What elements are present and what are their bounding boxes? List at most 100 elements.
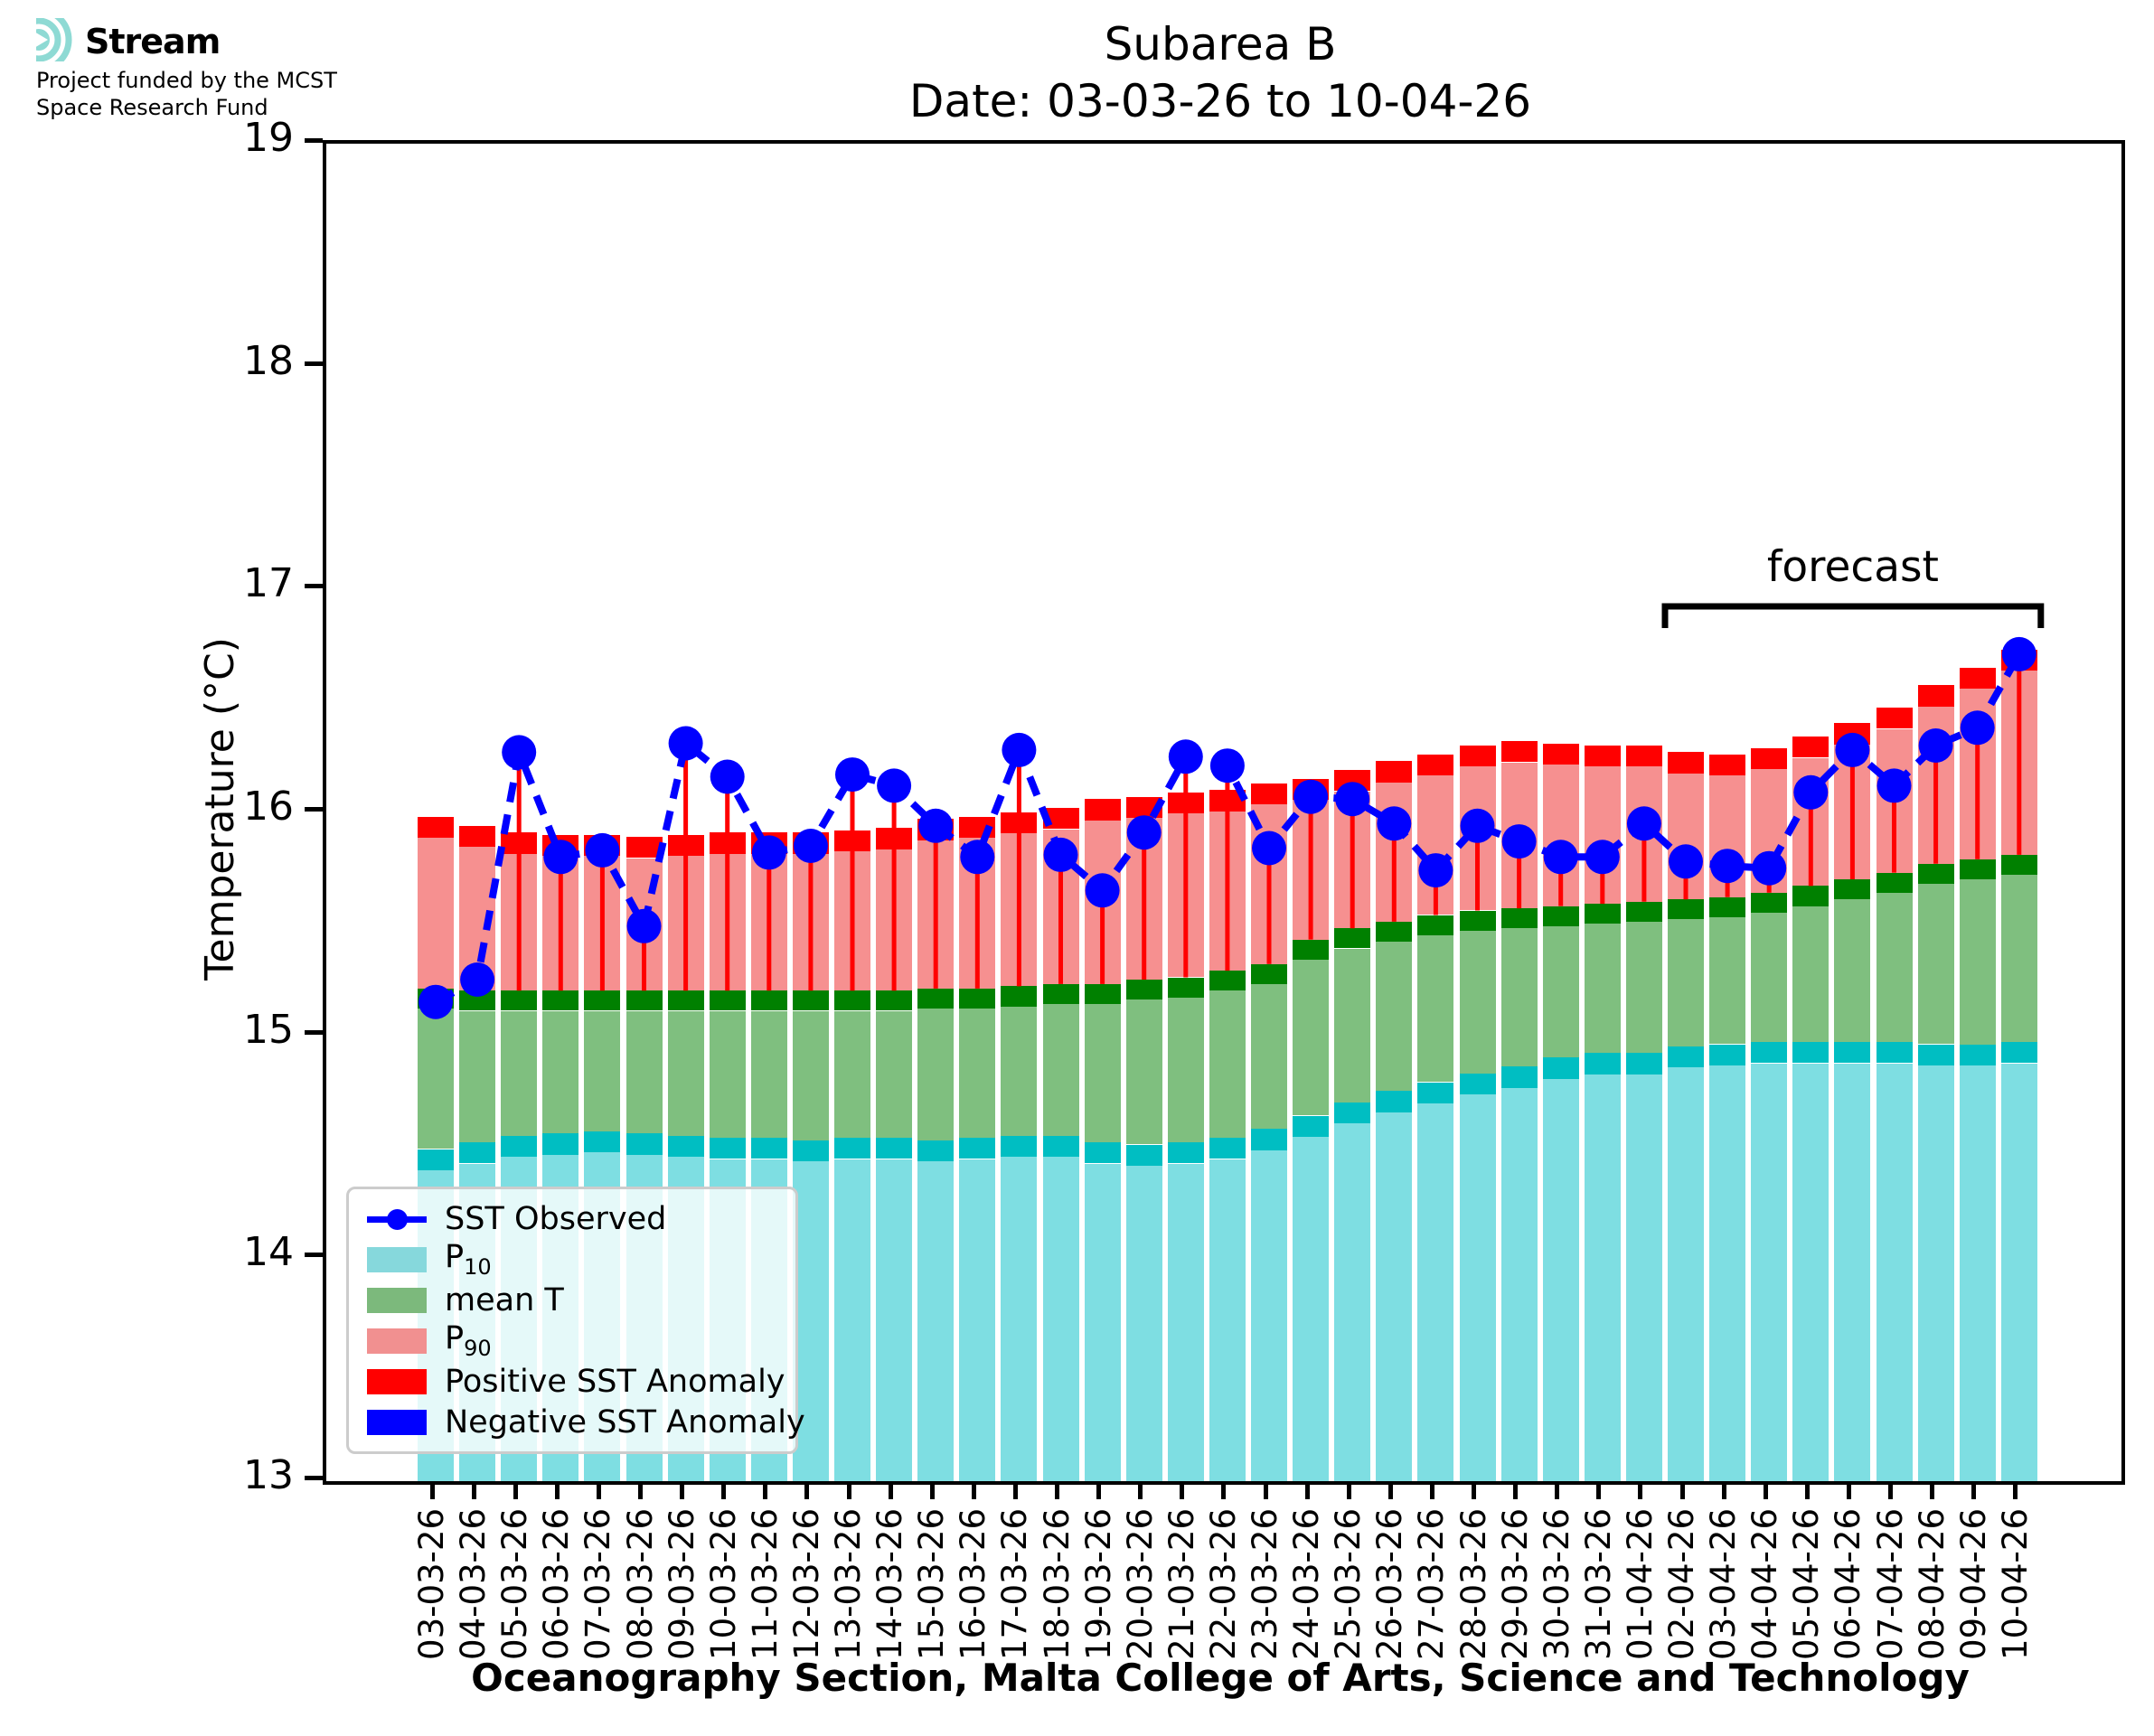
x-tick-label: 26-03-26 (1370, 1508, 1410, 1660)
bar-segment (626, 1133, 663, 1155)
legend-item-negative-anomaly: Negative SST Anomaly (367, 1403, 805, 1442)
x-tick-label: 31-03-26 (1578, 1508, 1618, 1660)
sst-observed-marker (2001, 636, 2036, 671)
sst-observed-marker (1710, 849, 1745, 884)
bar-segment (1001, 1135, 1038, 1158)
sst-observed-marker (1501, 824, 1537, 859)
bar-segment (1959, 1044, 1996, 1065)
bar-segment (2000, 1063, 2037, 1481)
bar-segment (834, 1159, 870, 1481)
y-tick (305, 138, 323, 143)
bar-segment (2000, 1042, 2037, 1064)
bar-segment (792, 1161, 829, 1481)
legend-swatch-negative-anomaly (367, 1409, 427, 1435)
funding-line-1: Project funded by the MCST (36, 68, 337, 93)
x-tick (1638, 1481, 1643, 1499)
legend-label-positive-anomaly: Positive SST Anomaly (445, 1363, 785, 1400)
bar-segment (1792, 1042, 1829, 1064)
x-tick (513, 1481, 518, 1499)
y-tick (305, 1253, 323, 1258)
bar-segment (1084, 1004, 1121, 1142)
bar-segment (1459, 930, 1496, 1074)
bar-segment (1417, 915, 1454, 935)
bar-segment (876, 1138, 913, 1159)
x-tick-label: 10-04-26 (1995, 1508, 2035, 1660)
stream-logo-icon (5, 6, 80, 73)
bar-segment (1334, 1102, 1371, 1124)
sst-observed-marker (1085, 873, 1120, 908)
x-tick (638, 1481, 643, 1499)
bar-segment (1542, 743, 1579, 765)
bar-segment (1251, 1150, 1287, 1481)
bar-segment (1792, 737, 1829, 758)
sst-observed-marker (1377, 806, 1412, 841)
bar-segment (1917, 685, 1954, 707)
bar-segment (1584, 924, 1621, 1054)
x-tick (1387, 1481, 1393, 1499)
y-tick (305, 1476, 323, 1480)
bar-segment (1876, 708, 1913, 729)
y-tick-label: 17 (243, 560, 294, 607)
bar-segment (1500, 908, 1538, 929)
bar-segment (1542, 1078, 1579, 1481)
bar-segment (459, 825, 496, 848)
bar-segment (1625, 1053, 1662, 1074)
x-tick-label: 12-03-26 (786, 1508, 826, 1660)
x-tick-label: 05-03-26 (495, 1508, 535, 1660)
bar-segment (542, 1010, 579, 1134)
forecast-label: forecast (1767, 542, 1939, 592)
bar-segment (1125, 999, 1162, 1145)
x-tick-label: 09-04-26 (1953, 1508, 1993, 1660)
x-tick-label: 06-04-26 (1829, 1508, 1868, 1660)
bar-segment (1042, 1004, 1079, 1136)
bar-segment (1084, 983, 1121, 1005)
bar-segment (1459, 746, 1496, 767)
y-tick-label: 15 (243, 1006, 294, 1053)
bar-segment (1376, 761, 1413, 783)
bar-segment (418, 816, 454, 839)
y-tick (305, 361, 323, 366)
bar-segment (1334, 1123, 1371, 1481)
legend-swatch-p90 (367, 1328, 427, 1354)
x-tick (1429, 1481, 1434, 1499)
x-tick (596, 1481, 601, 1499)
sst-observed-marker (1418, 853, 1453, 888)
bar-segment (1001, 1157, 1038, 1481)
bar-segment (1293, 939, 1330, 960)
bar-segment (1751, 892, 1788, 913)
x-tick (554, 1481, 560, 1499)
sst-observed-marker (1209, 748, 1245, 784)
bar-segment (1167, 1142, 1204, 1164)
bar-segment (959, 1138, 996, 1159)
sst-observed-marker (1252, 830, 1286, 866)
bar-segment (1084, 1142, 1121, 1164)
sst-observed-marker (1752, 850, 1787, 886)
sst-observed-marker (1585, 840, 1620, 875)
sst-observed-marker (751, 835, 786, 870)
bar-segment (709, 990, 746, 1011)
x-tick-label: 29-03-26 (1495, 1508, 1535, 1660)
bar-segment (501, 990, 538, 1011)
bar-segment (1709, 1044, 1746, 1065)
bar-segment (959, 988, 996, 1009)
bar-segment (834, 990, 870, 1011)
legend-item-p90: P90 (367, 1320, 777, 1361)
bar-segment (1459, 1073, 1496, 1094)
bar-segment (2000, 854, 2037, 876)
x-tick-label: 19-03-26 (1078, 1508, 1118, 1660)
x-tick-label: 15-03-26 (912, 1508, 952, 1660)
bar-segment (1625, 1074, 1662, 1481)
bar-segment (1334, 928, 1371, 949)
bar-segment (917, 1140, 955, 1161)
legend-swatch-positive-anomaly (367, 1368, 427, 1394)
bar-segment (1251, 983, 1287, 1130)
bar-segment (1542, 1057, 1579, 1079)
bar-segment (1834, 1063, 1871, 1481)
sst-observed-marker (1960, 710, 1995, 746)
x-tick-label: 06-03-26 (537, 1508, 577, 1660)
bar-segment (1792, 886, 1829, 906)
y-tick (305, 1029, 323, 1035)
x-tick (2013, 1481, 2018, 1499)
bar-segment (542, 990, 579, 1011)
bar-segment (626, 990, 663, 1011)
